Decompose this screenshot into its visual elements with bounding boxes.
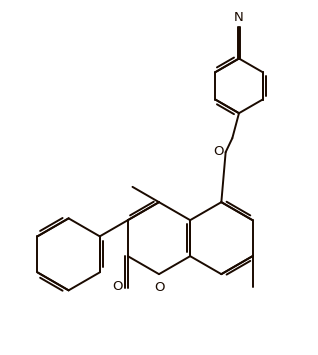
Text: O: O bbox=[155, 282, 165, 295]
Text: O: O bbox=[213, 145, 224, 158]
Text: O: O bbox=[112, 280, 123, 293]
Text: N: N bbox=[234, 11, 244, 24]
